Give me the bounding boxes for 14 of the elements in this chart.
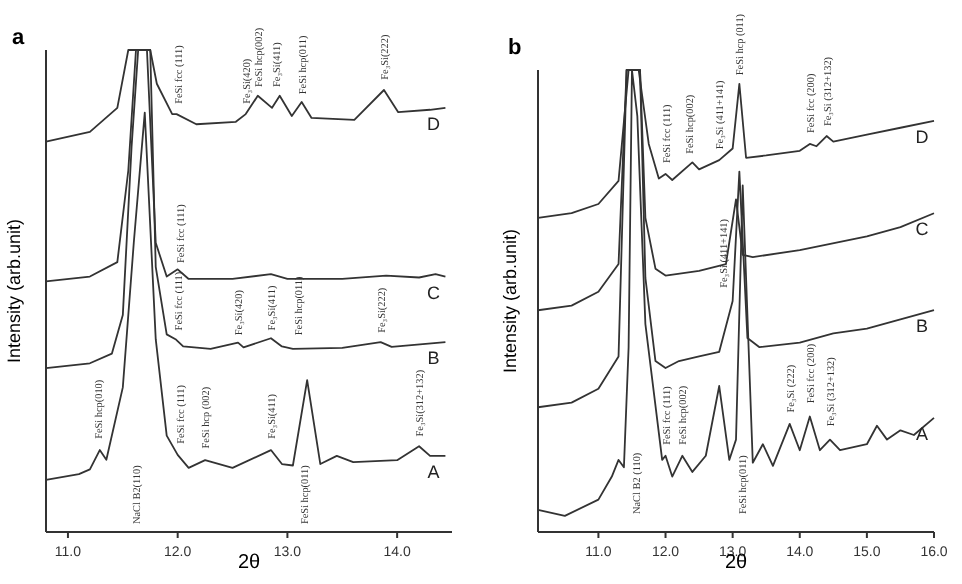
series-label: D	[915, 126, 930, 147]
series-label: C	[915, 219, 930, 240]
series-label: C	[426, 282, 441, 303]
y-axis-title: Intensity (arb.unit)	[500, 228, 520, 374]
y-axis-title: Intensity (arb.unit)	[4, 218, 24, 364]
series-label: A	[915, 423, 929, 444]
series-label: B	[915, 316, 929, 337]
series-label: A	[427, 461, 440, 482]
series-label: B	[427, 348, 440, 369]
x-axis-title: 2θ	[724, 552, 748, 574]
x-axis-title: 2θ	[237, 552, 261, 574]
series-label: D	[426, 113, 441, 134]
chart-title: a	[12, 26, 26, 50]
chart-title: b	[508, 36, 522, 60]
